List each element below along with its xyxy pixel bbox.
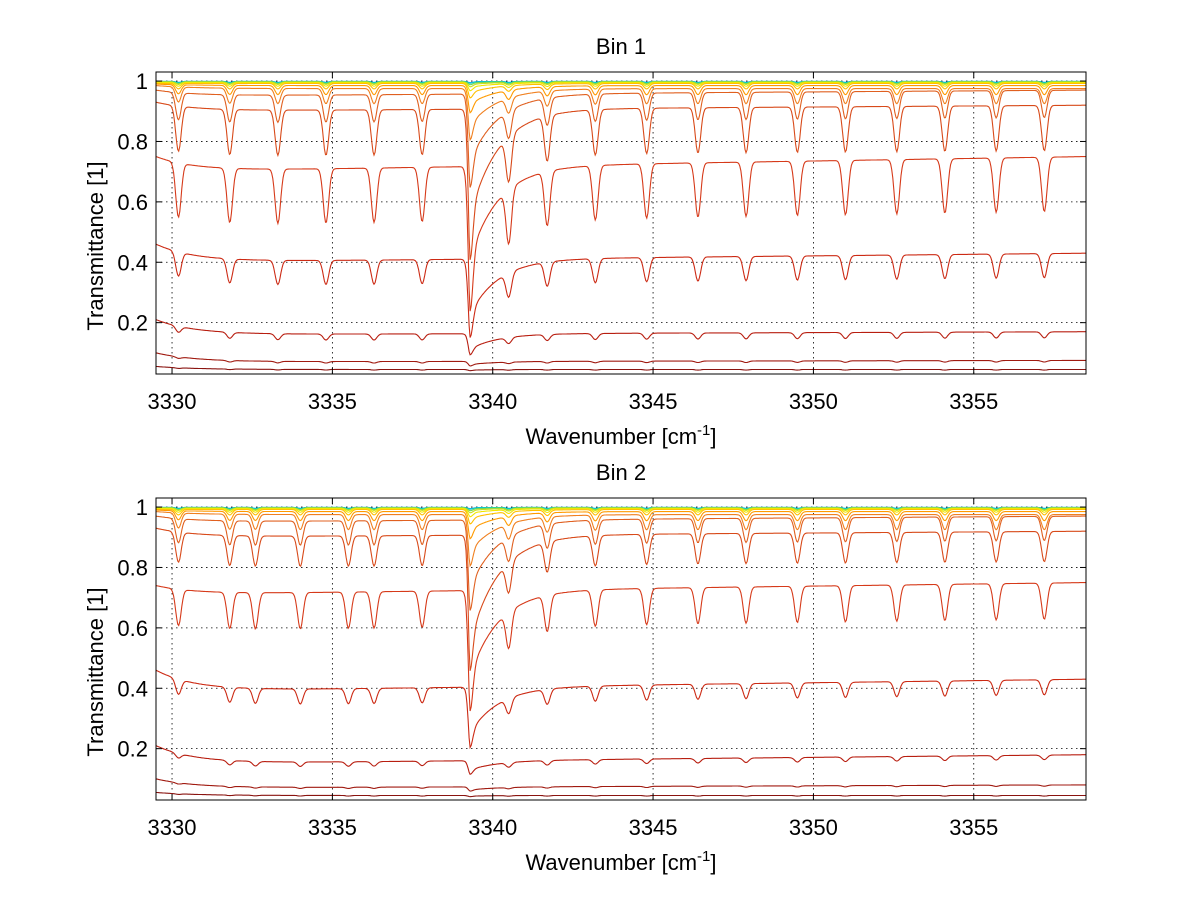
plot-frame xyxy=(155,71,1087,375)
series-line xyxy=(155,156,1086,312)
series-line xyxy=(155,582,1086,712)
x-tick-label: 3345 xyxy=(629,815,678,840)
series-line xyxy=(155,85,1086,142)
x-axis-label-main: Wavenumber [cm xyxy=(525,850,697,875)
y-tick-label: 0.4 xyxy=(117,676,148,701)
series-line xyxy=(155,669,1086,750)
series-line xyxy=(155,101,1086,260)
x-axis-label-main: Wavenumber [cm xyxy=(525,424,697,449)
series-group xyxy=(155,506,1086,798)
x-tick-label: 3330 xyxy=(148,815,197,840)
x-axis-label-end: ] xyxy=(710,424,716,449)
x-axis-ticks: 3330 3335 3340 3345 3350 3355 xyxy=(148,498,998,840)
y-tick-label: 0.2 xyxy=(117,311,148,336)
y-tick-label: 0.4 xyxy=(117,250,148,275)
x-tick-label: 3335 xyxy=(308,815,357,840)
series-line xyxy=(155,365,1086,372)
series-line xyxy=(155,745,1086,776)
series-line xyxy=(156,82,1086,99)
x-tick-label: 3350 xyxy=(789,815,838,840)
y-tick-label: 1 xyxy=(136,495,148,520)
grid-lines xyxy=(156,498,1086,800)
x-tick-label: 3335 xyxy=(308,389,357,414)
plot-frame xyxy=(155,497,1087,801)
y-tick-label: 0.6 xyxy=(117,616,148,641)
x-tick-label: 3345 xyxy=(629,389,678,414)
chart-title: Bin 2 xyxy=(596,460,646,485)
x-tick-label: 3355 xyxy=(949,815,998,840)
series-line xyxy=(156,507,1086,514)
x-axis-label-superscript: -1 xyxy=(697,422,710,439)
x-tick-label: 3340 xyxy=(468,389,517,414)
series-line xyxy=(156,791,1086,798)
y-tick-label: 1 xyxy=(136,69,148,94)
x-tick-label: 3350 xyxy=(789,389,838,414)
x-axis-label: Wavenumber [cm-1] xyxy=(525,848,716,875)
series-line xyxy=(155,319,1086,356)
series-line xyxy=(155,515,1086,611)
series-line xyxy=(156,81,1086,88)
x-tick-label: 3355 xyxy=(949,389,998,414)
series-line xyxy=(155,511,1086,568)
x-axis-label-end: ] xyxy=(710,850,716,875)
x-tick-label: 3340 xyxy=(468,815,517,840)
y-axis-label: Transmittance [1] xyxy=(83,587,108,756)
x-axis-ticks: 3330 3335 3340 3345 3350 3355 xyxy=(148,72,998,414)
panel-bin-1: Bin 1 3330 3335 3340 3345 3350 3355 0.2 0.4 0.6… xyxy=(83,34,1087,449)
x-axis-label-superscript: -1 xyxy=(697,848,710,865)
panel-bin-2: Bin 2 3330 3335 3340 3345 3350 3355 0.2 0.4 0.6… xyxy=(83,460,1087,875)
y-tick-label: 0.8 xyxy=(117,129,148,154)
y-tick-label: 0.8 xyxy=(117,555,148,580)
series-line xyxy=(155,243,1086,338)
series-line xyxy=(156,508,1086,518)
y-axis-ticks: 0.2 0.4 0.6 0.8 1 xyxy=(117,69,1086,336)
series-line xyxy=(156,82,1086,92)
series-line xyxy=(155,778,1086,792)
y-axis-label: Transmittance [1] xyxy=(83,161,108,330)
series-line xyxy=(156,508,1086,525)
chart-title: Bin 1 xyxy=(596,34,646,59)
y-tick-label: 0.2 xyxy=(117,737,148,762)
series-line xyxy=(155,527,1086,671)
series-line xyxy=(155,89,1086,188)
y-tick-label: 0.6 xyxy=(117,190,148,215)
x-axis-label: Wavenumber [cm-1] xyxy=(525,422,716,449)
series-line xyxy=(156,509,1086,540)
series-line xyxy=(155,352,1086,367)
y-axis-ticks: 0.2 0.4 0.6 0.8 1 xyxy=(117,495,1086,762)
x-tick-label: 3330 xyxy=(148,389,197,414)
series-line xyxy=(156,83,1086,114)
series-group xyxy=(155,80,1086,372)
